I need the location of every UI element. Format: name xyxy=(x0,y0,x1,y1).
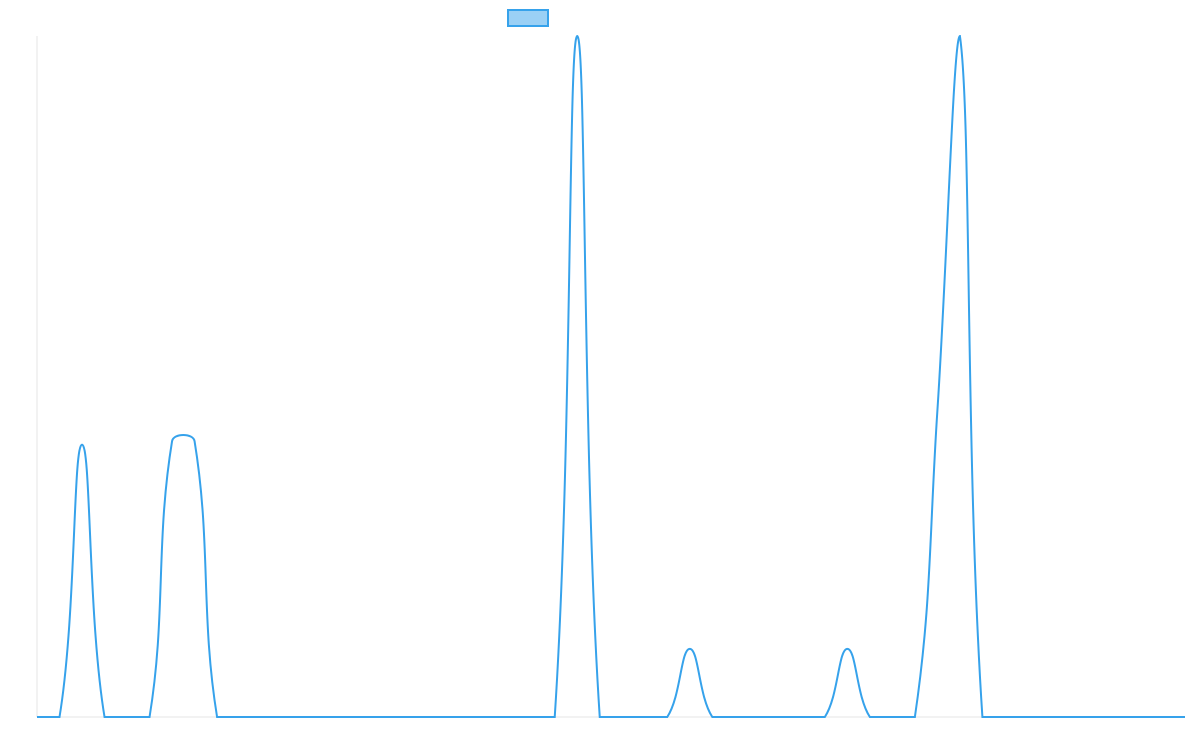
legend-swatch xyxy=(507,9,549,27)
line-series xyxy=(36,34,1185,719)
